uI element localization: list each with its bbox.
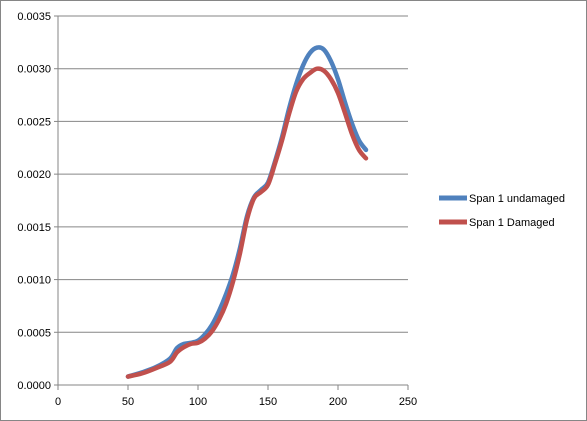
y-tick-label: 0.0030 bbox=[17, 64, 51, 76]
tick-labels: 0.0000 0.0005 0.0010 0.0015 0.0020 0.0025 0.00… bbox=[17, 11, 417, 408]
x-tick-label: 100 bbox=[189, 396, 207, 408]
legend-label: Span 1 Damaged bbox=[469, 217, 555, 229]
series-line-damaged bbox=[125, 66, 369, 379]
x-tick-label: 200 bbox=[329, 396, 347, 408]
legend-label: Span 1 undamaged bbox=[469, 193, 565, 205]
y-tick-label: 0.0020 bbox=[17, 169, 51, 181]
y-tick-label: 0.0010 bbox=[17, 275, 51, 287]
y-tick-label: 0.0005 bbox=[17, 327, 51, 339]
gridlines bbox=[58, 15, 408, 333]
y-tick-label: 0.0025 bbox=[17, 116, 51, 128]
y-tick-label: 0.0035 bbox=[17, 11, 51, 23]
series-lines bbox=[125, 45, 369, 379]
y-tick-label: 0.0000 bbox=[17, 380, 51, 392]
x-tick-label: 0 bbox=[55, 396, 61, 408]
axes bbox=[54, 15, 409, 390]
legend-item: Span 1 Damaged bbox=[439, 217, 555, 229]
x-tick-label: 250 bbox=[399, 396, 417, 408]
legend: Span 1 undamaged Span 1 Damaged bbox=[439, 193, 565, 229]
x-tick-label: 50 bbox=[122, 396, 134, 408]
x-tick-label: 150 bbox=[259, 396, 277, 408]
y-tick-label: 0.0015 bbox=[17, 222, 51, 234]
legend-item: Span 1 undamaged bbox=[439, 193, 565, 205]
